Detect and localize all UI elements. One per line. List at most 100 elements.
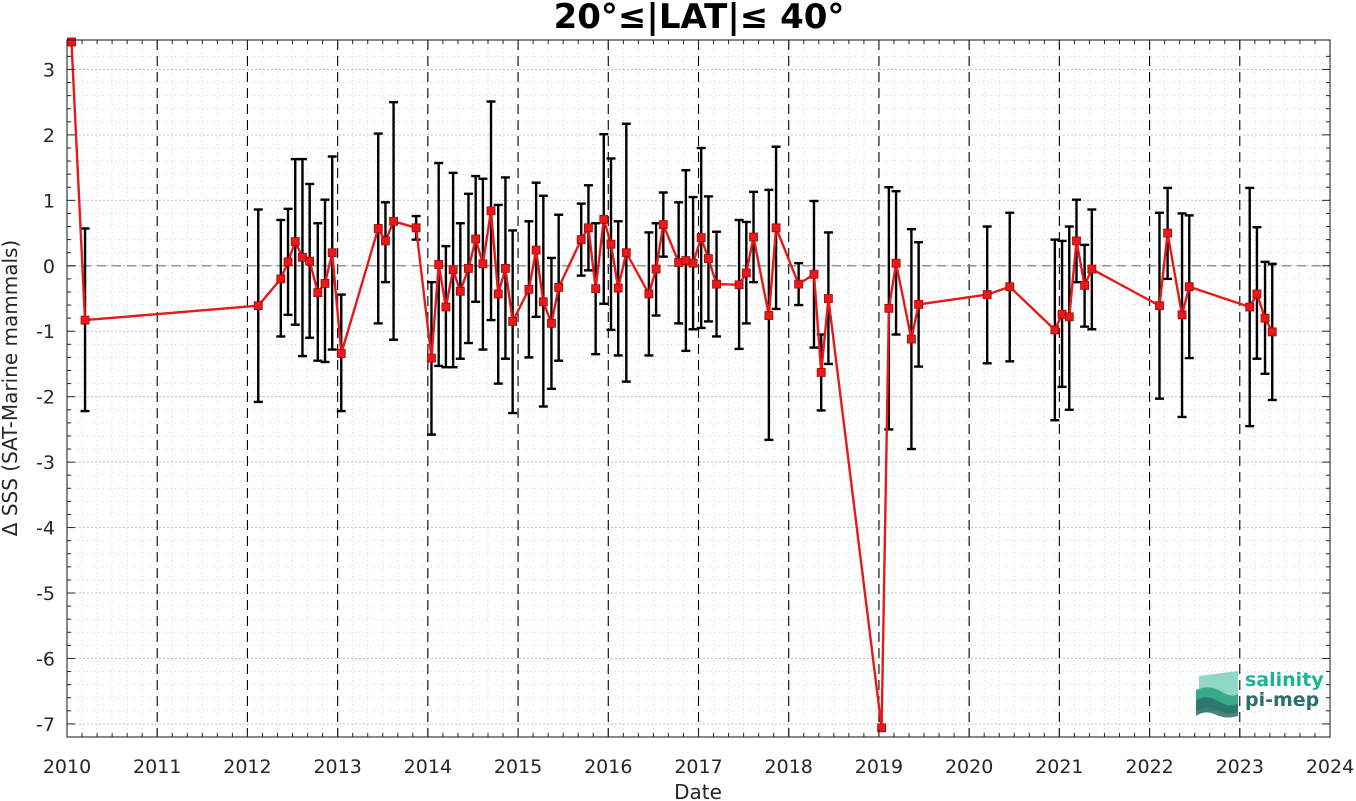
data-point xyxy=(1155,301,1164,311)
data-point xyxy=(531,245,541,255)
y-axis-label: Δ SSS (SAT-Marine mammals) xyxy=(0,240,22,536)
y-tick-label: -7 xyxy=(36,714,55,736)
data-point xyxy=(276,274,286,284)
data-point xyxy=(501,264,510,273)
data-point xyxy=(712,279,721,289)
logo-line1: salinity xyxy=(1245,669,1324,691)
y-tick-label: -3 xyxy=(36,452,55,474)
data-point xyxy=(327,248,337,258)
data-point xyxy=(982,290,992,299)
data-point xyxy=(373,224,383,233)
data-point xyxy=(613,283,623,293)
data-point xyxy=(493,289,503,299)
data-point xyxy=(320,279,330,288)
data-point xyxy=(427,353,436,363)
data-point xyxy=(441,302,451,312)
y-tick-label: -4 xyxy=(36,518,55,540)
y-tick-label: 0 xyxy=(43,256,55,278)
data-point xyxy=(1184,282,1194,292)
data-point xyxy=(621,248,631,258)
data-point xyxy=(809,269,819,279)
data-point xyxy=(606,239,616,249)
x-tick-label: 2011 xyxy=(133,756,181,778)
data-point xyxy=(508,317,518,326)
x-tick-label: 2023 xyxy=(1216,756,1264,778)
x-axis-label: Date xyxy=(674,780,722,801)
data-point xyxy=(764,311,774,320)
y-tick-label: 1 xyxy=(43,190,55,212)
data-point xyxy=(891,258,901,268)
x-tick-label: 2024 xyxy=(1306,756,1354,778)
data-point xyxy=(486,206,496,216)
x-tick-label: 2022 xyxy=(1125,756,1173,778)
data-point xyxy=(1260,313,1270,323)
data-point xyxy=(1050,325,1060,335)
data-point xyxy=(434,260,444,269)
data-point xyxy=(1005,282,1015,292)
data-point xyxy=(741,268,751,278)
logo-line2: pi-mep xyxy=(1245,689,1319,711)
data-point xyxy=(1072,236,1081,246)
data-point xyxy=(471,234,481,244)
data-point xyxy=(658,220,668,229)
data-point xyxy=(734,280,744,290)
data-point xyxy=(283,257,293,267)
axes-box xyxy=(66,39,1331,738)
data-point xyxy=(816,368,826,377)
x-tick-label: 2014 xyxy=(404,756,452,778)
x-tick-label: 2010 xyxy=(43,756,91,778)
data-point xyxy=(478,259,488,269)
data-point xyxy=(696,233,706,243)
data-point xyxy=(749,232,758,242)
data-point xyxy=(538,297,548,307)
data-point xyxy=(824,294,833,303)
data-point xyxy=(644,289,654,299)
data-point xyxy=(1177,310,1187,320)
y-tick-label: -6 xyxy=(36,648,55,670)
y-tick-label: 3 xyxy=(43,59,55,81)
data-point xyxy=(681,256,691,265)
data-point xyxy=(298,252,307,262)
chart-title: 20°≤|LAT|≤ 40° xyxy=(554,0,845,37)
x-tick-label: 2016 xyxy=(584,756,632,778)
data-point xyxy=(448,265,458,275)
data-point xyxy=(290,237,300,246)
data-point xyxy=(1057,309,1067,319)
data-point xyxy=(1163,228,1173,238)
x-tick-label: 2020 xyxy=(945,756,993,778)
data-point xyxy=(884,303,894,313)
y-tick-label: -5 xyxy=(36,583,55,605)
data-point xyxy=(591,284,601,294)
data-point xyxy=(313,288,323,298)
y-tick-label: -1 xyxy=(36,321,55,343)
data-point xyxy=(67,37,76,47)
y-tick-label: 2 xyxy=(43,125,55,147)
data-point xyxy=(389,216,398,226)
data-point xyxy=(1267,327,1277,337)
data-point xyxy=(599,214,609,224)
x-tick-labels: 2010 2011 2012 2013 2014 2015 2016 2017 2018 2019… xyxy=(43,756,1354,778)
data-point xyxy=(554,282,564,292)
data-point xyxy=(907,334,916,344)
data-point xyxy=(1245,302,1255,312)
data-point xyxy=(455,286,465,296)
data-point xyxy=(674,258,684,267)
data-point xyxy=(688,258,698,268)
data-point xyxy=(336,349,346,358)
data-point xyxy=(80,315,90,325)
data-point xyxy=(547,318,556,328)
x-tick-label: 2018 xyxy=(765,756,813,778)
data-point xyxy=(1064,312,1074,322)
data-point xyxy=(524,284,534,294)
data-markers xyxy=(67,37,1277,733)
year-lines xyxy=(156,40,1241,737)
salinity-pi-mep-logo: salinity pi-mep xyxy=(1196,669,1324,718)
data-point xyxy=(464,264,473,273)
data-point xyxy=(704,254,713,263)
data-point xyxy=(1080,281,1090,290)
data-point xyxy=(576,235,586,245)
y-tick-label: -2 xyxy=(36,387,55,409)
data-point xyxy=(771,223,781,233)
data-point xyxy=(411,223,421,233)
